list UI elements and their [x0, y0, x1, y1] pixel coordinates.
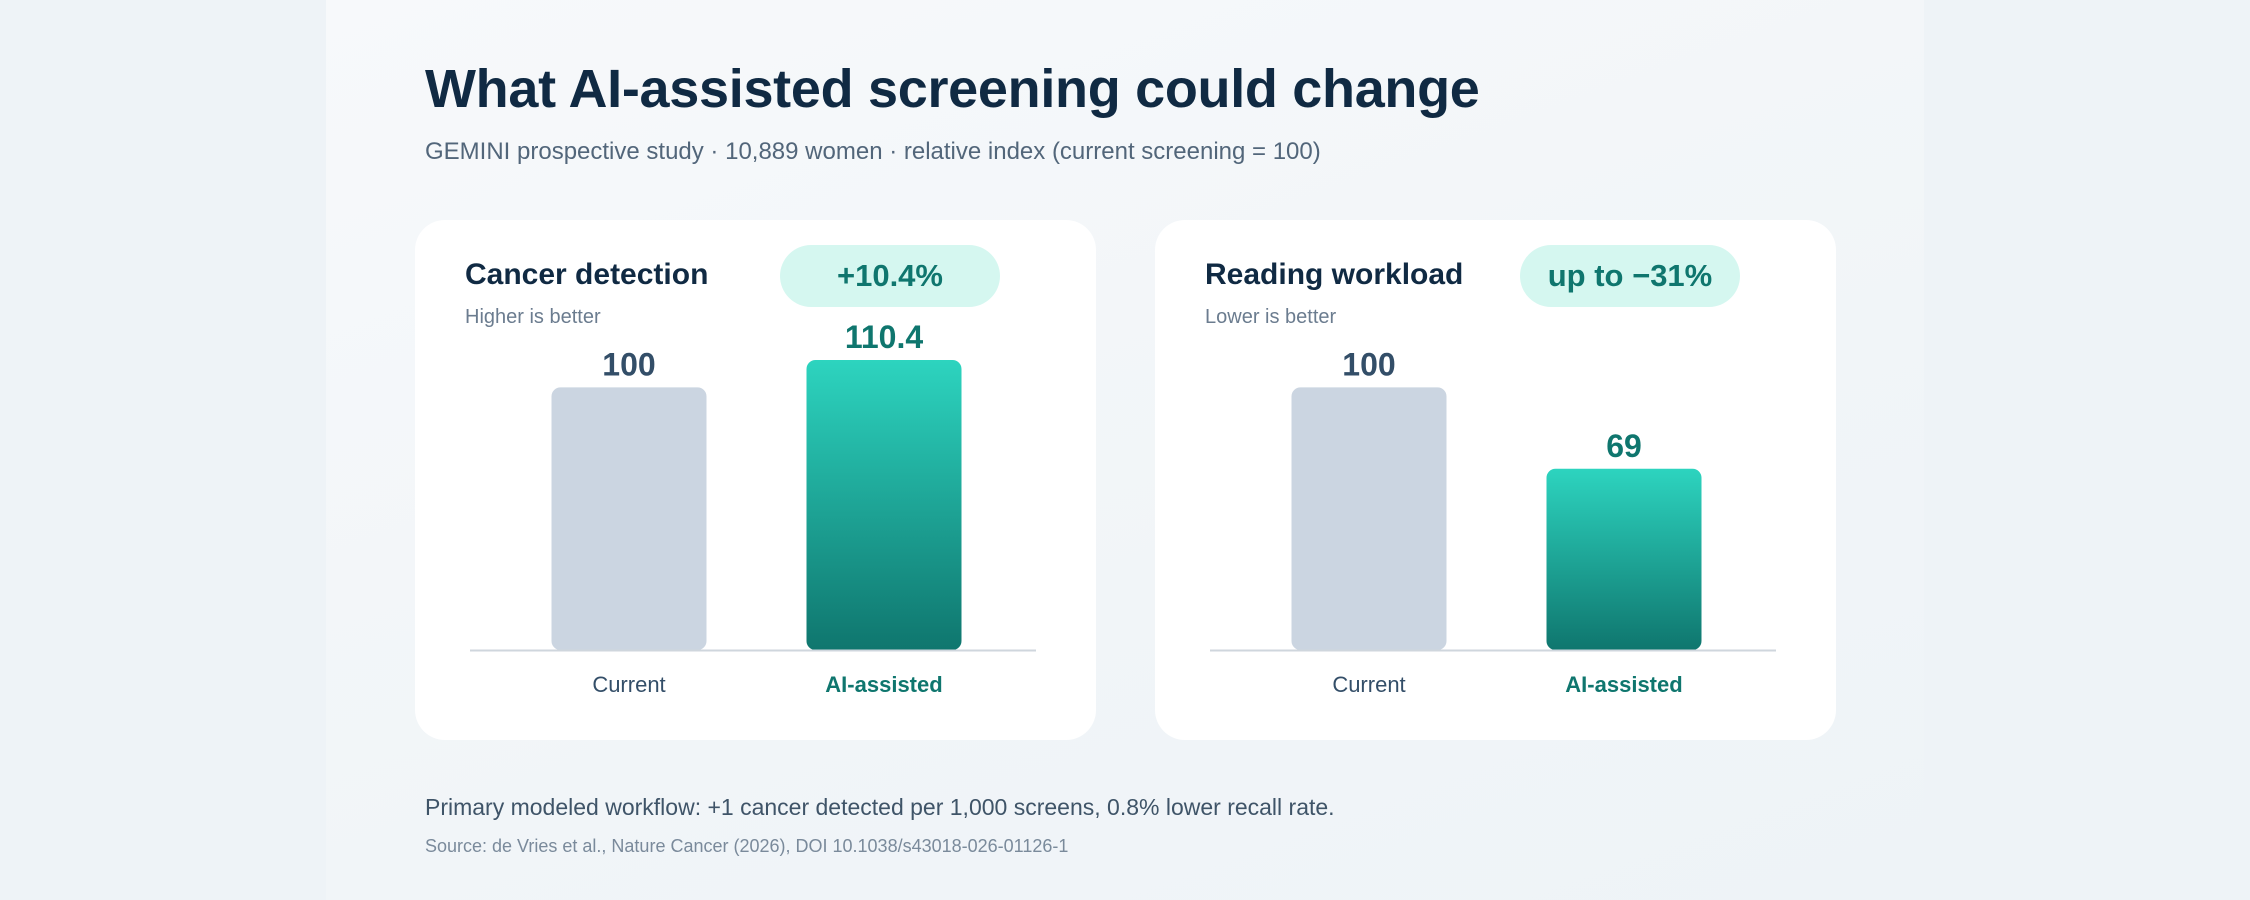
chart-title: Reading workload [1205, 258, 1464, 291]
bar-ai-assisted [1546, 468, 1702, 650]
data-label: 100 [1342, 346, 1395, 382]
data-label: 110.4 [845, 319, 924, 355]
source-citation: Source: de Vries et al., Nature Cancer (… [425, 836, 1069, 856]
bar-current [551, 387, 707, 650]
category-label: AI-assisted [825, 672, 942, 697]
category-label: Current [1332, 672, 1405, 697]
category-label: AI-assisted [1565, 672, 1682, 697]
bar-chart: 100 Current 110.4 AI-assisted [470, 319, 1036, 697]
chart-card-reading-workload: Reading workload Lower is better up to −… [1155, 220, 1836, 740]
chart-card-cancer-detection: Cancer detection Higher is better +10.4%… [415, 220, 1096, 740]
chart-title: Cancer detection [465, 258, 709, 291]
chart-subtitle: Lower is better [1205, 306, 1337, 328]
data-label: 69 [1606, 428, 1642, 464]
category-label: Current [592, 672, 665, 697]
change-badge: up to −31% [1520, 245, 1740, 307]
change-badge: +10.4% [780, 245, 1000, 307]
bar-current [1291, 387, 1447, 650]
data-label: 100 [602, 346, 655, 382]
footnote: Primary modeled workflow: +1 cancer dete… [425, 794, 1335, 820]
page-title: What AI-assisted screening could change [425, 59, 1480, 119]
bar-ai-assisted [806, 360, 962, 650]
bar-chart: 100 Current 69 AI-assisted [1210, 346, 1776, 697]
page-subtitle: GEMINI prospective study · 10,889 women … [425, 138, 1321, 165]
chart-subtitle: Higher is better [465, 306, 601, 328]
